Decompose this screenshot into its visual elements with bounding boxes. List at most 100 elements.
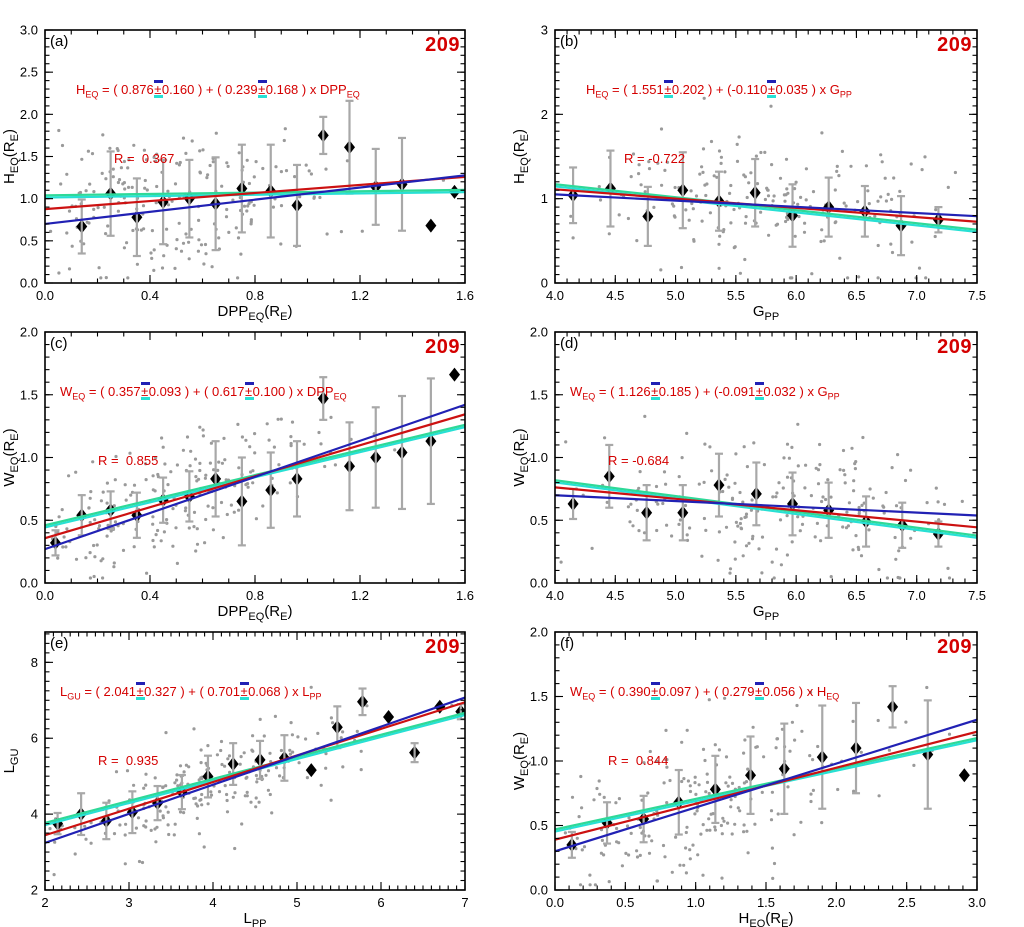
svg-text:1.6: 1.6 (456, 288, 474, 303)
svg-text:2: 2 (41, 895, 48, 910)
panel-a-annotation: HEQ = ( 0.876±0.160 ) + ( 0.239±0.168 ) … (76, 37, 360, 211)
svg-text:0.0: 0.0 (546, 895, 564, 910)
panel-b-scatter-points (569, 96, 958, 280)
svg-text:6.0: 6.0 (787, 288, 805, 303)
svg-text:1.0: 1.0 (530, 754, 548, 769)
svg-text:3.0: 3.0 (968, 895, 986, 910)
panel-c-equation: WEQ = ( 0.357±0.093 ) + ( 0.617±0.100 ) … (60, 381, 347, 408)
panel-d-r-value: R = -0.684 (608, 452, 670, 468)
svg-text:1.0: 1.0 (20, 450, 38, 465)
panel-e-equation: LGU = ( 2.041±0.327 ) + ( 0.701±0.068 ) … (60, 681, 322, 708)
panel-b-data (555, 96, 977, 280)
svg-text:2.5: 2.5 (898, 895, 916, 910)
svg-text:2.0: 2.0 (20, 325, 38, 340)
svg-text:7.5: 7.5 (968, 588, 986, 603)
svg-text:HEQ(RE): HEQ(RE) (1, 129, 21, 184)
panel-e-data (45, 685, 465, 877)
panel-b-annotation: HEQ = ( 1.551±0.202 ) + (-0.110±0.035 ) … (586, 37, 852, 211)
svg-text:4.0: 4.0 (546, 588, 564, 603)
panel-b-fit-lines (555, 183, 977, 233)
svg-text:3.0: 3.0 (20, 23, 38, 38)
svg-text:2.0: 2.0 (530, 625, 548, 640)
panel-a-data (45, 99, 465, 280)
panel-d-data (555, 414, 977, 580)
panel-b-equation: HEQ = ( 1.551±0.202 ) + (-0.110±0.035 ) … (586, 79, 852, 106)
panel-c-annotation: WEQ = ( 0.357±0.093 ) + ( 0.617±0.100 ) … (60, 339, 347, 513)
svg-text:WEQ(RE): WEQ(RE) (511, 428, 531, 486)
svg-text:5: 5 (293, 895, 300, 910)
svg-text:6: 6 (377, 895, 384, 910)
panel-c-count: 209 (425, 336, 460, 358)
svg-text:0: 0 (541, 276, 548, 291)
panel-c-label: (c) (50, 335, 68, 352)
panel-b-r-value: R = -0.722 (624, 150, 686, 166)
svg-text:0.5: 0.5 (616, 895, 634, 910)
panel-f-count: 209 (937, 636, 972, 658)
svg-text:4: 4 (209, 895, 216, 910)
svg-text:0.5: 0.5 (530, 513, 548, 528)
svg-text:5.0: 5.0 (667, 588, 685, 603)
svg-text:2.5: 2.5 (20, 65, 38, 80)
svg-text:4: 4 (31, 807, 38, 822)
svg-text:0.0: 0.0 (530, 883, 548, 898)
panel-d-label: (d) (560, 335, 579, 352)
svg-text:5.0: 5.0 (667, 288, 685, 303)
panel-a-label: (a) (50, 33, 69, 50)
svg-text:4.5: 4.5 (606, 288, 624, 303)
panel-a-count: 209 (425, 34, 460, 56)
panel-c-data (45, 367, 465, 580)
panel-b-count: 209 (937, 34, 972, 56)
panel-e-fit-lines (45, 696, 465, 844)
svg-text:LPP: LPP (243, 910, 266, 927)
panel-b-label: (b) (560, 33, 579, 50)
svg-text:2: 2 (541, 107, 548, 122)
panel-f-binned-means (566, 685, 970, 859)
svg-text:1.0: 1.0 (530, 450, 548, 465)
svg-text:1.5: 1.5 (757, 895, 775, 910)
svg-text:1.2: 1.2 (351, 588, 369, 603)
svg-text:8: 8 (31, 655, 38, 670)
svg-text:HEQ(RE): HEQ(RE) (739, 910, 794, 927)
panel-c-r-value: R = 0.855 (98, 452, 159, 468)
svg-text:4.0: 4.0 (546, 288, 564, 303)
svg-text:7.5: 7.5 (968, 288, 986, 303)
panel-e-count: 209 (425, 636, 460, 658)
svg-text:0.0: 0.0 (530, 576, 548, 591)
panel-a-equation: HEQ = ( 0.876±0.160 ) + ( 0.239±0.168 ) … (76, 79, 360, 106)
panel-f-fit-lines (555, 718, 977, 853)
svg-text:0.0: 0.0 (20, 576, 38, 591)
svg-text:6.5: 6.5 (847, 288, 865, 303)
panel-d-annotation: WEQ = ( 1.126±0.185 ) + (-0.091±0.032 ) … (570, 339, 840, 513)
svg-text:0.8: 0.8 (246, 288, 264, 303)
svg-text:6: 6 (31, 731, 38, 746)
svg-text:1.0: 1.0 (687, 895, 705, 910)
svg-text:0.8: 0.8 (246, 588, 264, 603)
svg-text:0.5: 0.5 (530, 818, 548, 833)
svg-text:5.5: 5.5 (727, 288, 745, 303)
panel-a-r-value: R = 0.367 (114, 150, 175, 166)
panel-a-fit-lines (45, 174, 465, 226)
svg-text:6.5: 6.5 (847, 588, 865, 603)
svg-text:2: 2 (31, 883, 38, 898)
svg-text:7.0: 7.0 (908, 588, 926, 603)
svg-text:2.0: 2.0 (530, 325, 548, 340)
svg-text:1: 1 (541, 191, 548, 206)
panel-f-data (555, 685, 977, 887)
svg-text:5.5: 5.5 (727, 588, 745, 603)
svg-text:1.5: 1.5 (530, 689, 548, 704)
svg-text:0.5: 0.5 (20, 513, 38, 528)
panel-f-annotation: WEQ = ( 0.390±0.097 ) + ( 0.279±0.056 ) … (570, 639, 839, 813)
svg-text:GPP: GPP (753, 603, 779, 623)
panel-d-equation: WEQ = ( 1.126±0.185 ) + (-0.091±0.032 ) … (570, 381, 840, 408)
svg-text:3: 3 (125, 895, 132, 910)
svg-text:3: 3 (541, 23, 548, 38)
svg-text:0.4: 0.4 (141, 288, 159, 303)
svg-text:WEQ(RE): WEQ(RE) (511, 732, 531, 790)
svg-text:HEQ(RE): HEQ(RE) (511, 129, 531, 184)
panel-f-equation: WEQ = ( 0.390±0.097 ) + ( 0.279±0.056 ) … (570, 681, 839, 708)
svg-text:7.0: 7.0 (908, 288, 926, 303)
svg-text:7: 7 (461, 895, 468, 910)
panel-d-count: 209 (937, 336, 972, 358)
